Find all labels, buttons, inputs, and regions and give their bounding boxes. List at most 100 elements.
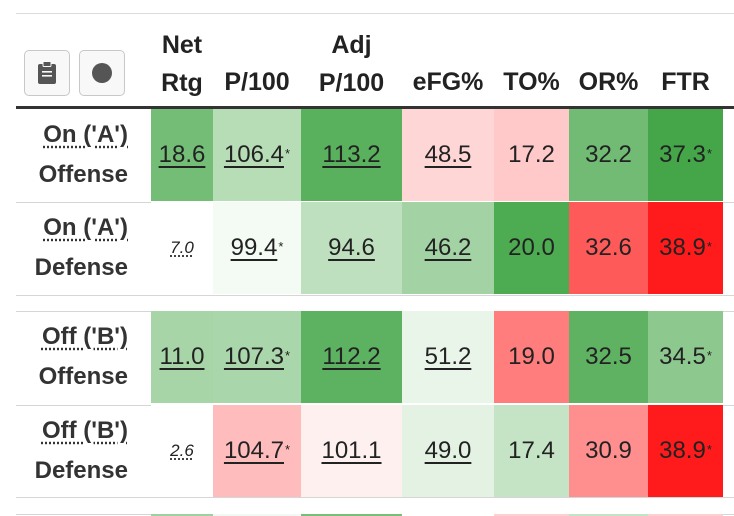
stat-cell-p100: 107.3 *: [213, 311, 301, 403]
next-row-cell-edge: [151, 514, 213, 516]
row-label: Off ('B') Defense: [16, 405, 128, 497]
stat-cell-ftr: 34.5 *: [648, 311, 723, 403]
row-divider: [16, 497, 734, 498]
stat-value[interactable]: 107.3: [223, 343, 284, 370]
next-row-cell-edge: [569, 514, 648, 516]
column-header-p100[interactable]: P/100: [213, 24, 301, 104]
stat-cell-p100: 104.7 *: [213, 405, 301, 497]
column-header-line2: eFG%: [412, 68, 484, 96]
row-label-lineup[interactable]: Off ('B'): [41, 323, 128, 350]
stat-cell-net: 18.6: [151, 109, 213, 201]
stat-value[interactable]: 2.6: [170, 441, 194, 460]
stat-footnote-mark: *: [706, 347, 712, 363]
stat-value: 32.5: [585, 343, 632, 370]
stat-value: 17.2: [508, 141, 555, 168]
stat-cell-ftr: 38.9 *: [648, 202, 723, 294]
stat-cell-net: 7.0: [151, 202, 213, 294]
stat-cell-adjp100: 112.2: [301, 311, 402, 403]
row-label-lineup[interactable]: On ('A'): [43, 121, 128, 148]
stat-cell-adjp100: 101.1: [301, 405, 402, 497]
stat-value: 34.5: [659, 343, 706, 370]
stat-value[interactable]: 49.0: [424, 437, 472, 464]
row-label-side: Defense: [34, 254, 128, 281]
stat-cell-to: 17.4: [494, 405, 569, 497]
stat-value[interactable]: 99.4: [230, 234, 278, 261]
stat-footnote-mark: *: [706, 441, 712, 457]
stat-cell-efg: 49.0: [402, 405, 494, 497]
column-header-efg[interactable]: eFG%: [402, 24, 494, 104]
stat-cell-or: 32.6: [569, 202, 648, 294]
next-row-cell-edge: [213, 514, 301, 516]
stat-value[interactable]: 101.1: [321, 437, 382, 464]
table-top-border: [16, 13, 734, 14]
stat-cell-efg: 46.2: [402, 202, 494, 294]
row-label-side: Offense: [38, 161, 128, 188]
stat-value[interactable]: 104.7: [223, 437, 284, 464]
row-divider: [16, 295, 734, 296]
column-header-ftr[interactable]: FTR: [648, 24, 723, 104]
stat-cell-or: 30.9: [569, 405, 648, 497]
stat-value: 32.2: [585, 141, 632, 168]
header-divider: [16, 106, 734, 109]
circle-icon: [92, 63, 112, 83]
stat-cell-to: 17.2: [494, 109, 569, 201]
stat-cell-or: 32.2: [569, 109, 648, 201]
stat-cell-p100: 99.4 *: [213, 202, 301, 294]
next-row-cell-edge: [494, 514, 569, 516]
row-label: On ('A') Offense: [16, 109, 128, 201]
column-header-line2: Rtg: [161, 69, 203, 97]
stat-value[interactable]: 48.5: [424, 141, 472, 168]
stat-cell-p100: 106.4 *: [213, 109, 301, 201]
stat-footnote-mark: *: [706, 145, 712, 161]
stat-value[interactable]: 112.2: [322, 343, 381, 370]
row-label-side: Offense: [38, 363, 128, 390]
column-header-line2: TO%: [503, 68, 560, 96]
stat-footnote-mark: *: [285, 347, 291, 363]
stat-cell-net: 11.0: [151, 311, 213, 403]
stat-cell-net: 2.6: [151, 405, 213, 497]
stat-cell-adjp100: 94.6: [301, 202, 402, 294]
stat-value[interactable]: 113.2: [322, 141, 381, 168]
column-header-adjp100[interactable]: Adj P/100: [301, 24, 402, 104]
clipboard-icon: [38, 61, 56, 84]
stat-value: 30.9: [585, 437, 632, 464]
column-header-net[interactable]: Net Rtg: [151, 24, 213, 104]
column-header-line2: P/100: [318, 69, 385, 97]
stat-cell-or: 32.5: [569, 311, 648, 403]
column-header-line1: Net: [161, 31, 203, 59]
stat-footnote-mark: *: [278, 238, 284, 254]
stat-cell-efg: 48.5: [402, 109, 494, 201]
column-header-line1: Adj: [331, 31, 372, 59]
stat-value: 38.9: [659, 437, 706, 464]
stat-value[interactable]: 11.0: [159, 343, 205, 370]
row-label-lineup[interactable]: Off ('B'): [41, 417, 128, 444]
stat-value[interactable]: 18.6: [158, 141, 206, 168]
stat-footnote-mark: *: [285, 441, 291, 457]
column-header-line2: OR%: [578, 68, 639, 96]
stat-value[interactable]: 7.0: [170, 238, 194, 257]
column-header-to[interactable]: TO%: [494, 24, 569, 104]
stat-cell-efg: 51.2: [402, 311, 494, 403]
stat-value: 32.6: [585, 234, 632, 261]
stat-value: 38.9: [659, 234, 706, 261]
stat-cell-adjp100: 113.2: [301, 109, 402, 201]
column-header-line2: P/100: [224, 68, 290, 96]
next-row-cell-edge: [301, 514, 402, 516]
stat-value: 19.0: [508, 343, 555, 370]
row-label-side: Defense: [34, 457, 128, 484]
stat-value[interactable]: 94.6: [328, 234, 375, 261]
copy-button[interactable]: [24, 50, 70, 96]
stat-footnote-mark: *: [285, 145, 291, 161]
stat-footnote-mark: *: [706, 238, 712, 254]
stat-value: 17.4: [508, 437, 555, 464]
stat-value[interactable]: 106.4: [223, 141, 284, 168]
record-button[interactable]: [79, 50, 125, 96]
row-label: On ('A') Defense: [16, 202, 128, 294]
stat-value: 37.3: [659, 141, 706, 168]
stat-value[interactable]: 46.2: [424, 234, 472, 261]
column-header-line2: FTR: [661, 68, 710, 96]
stat-value[interactable]: 51.2: [424, 343, 472, 370]
row-label-lineup[interactable]: On ('A'): [43, 214, 128, 241]
column-header-or[interactable]: OR%: [569, 24, 648, 104]
next-row-cell-edge: [648, 514, 723, 516]
